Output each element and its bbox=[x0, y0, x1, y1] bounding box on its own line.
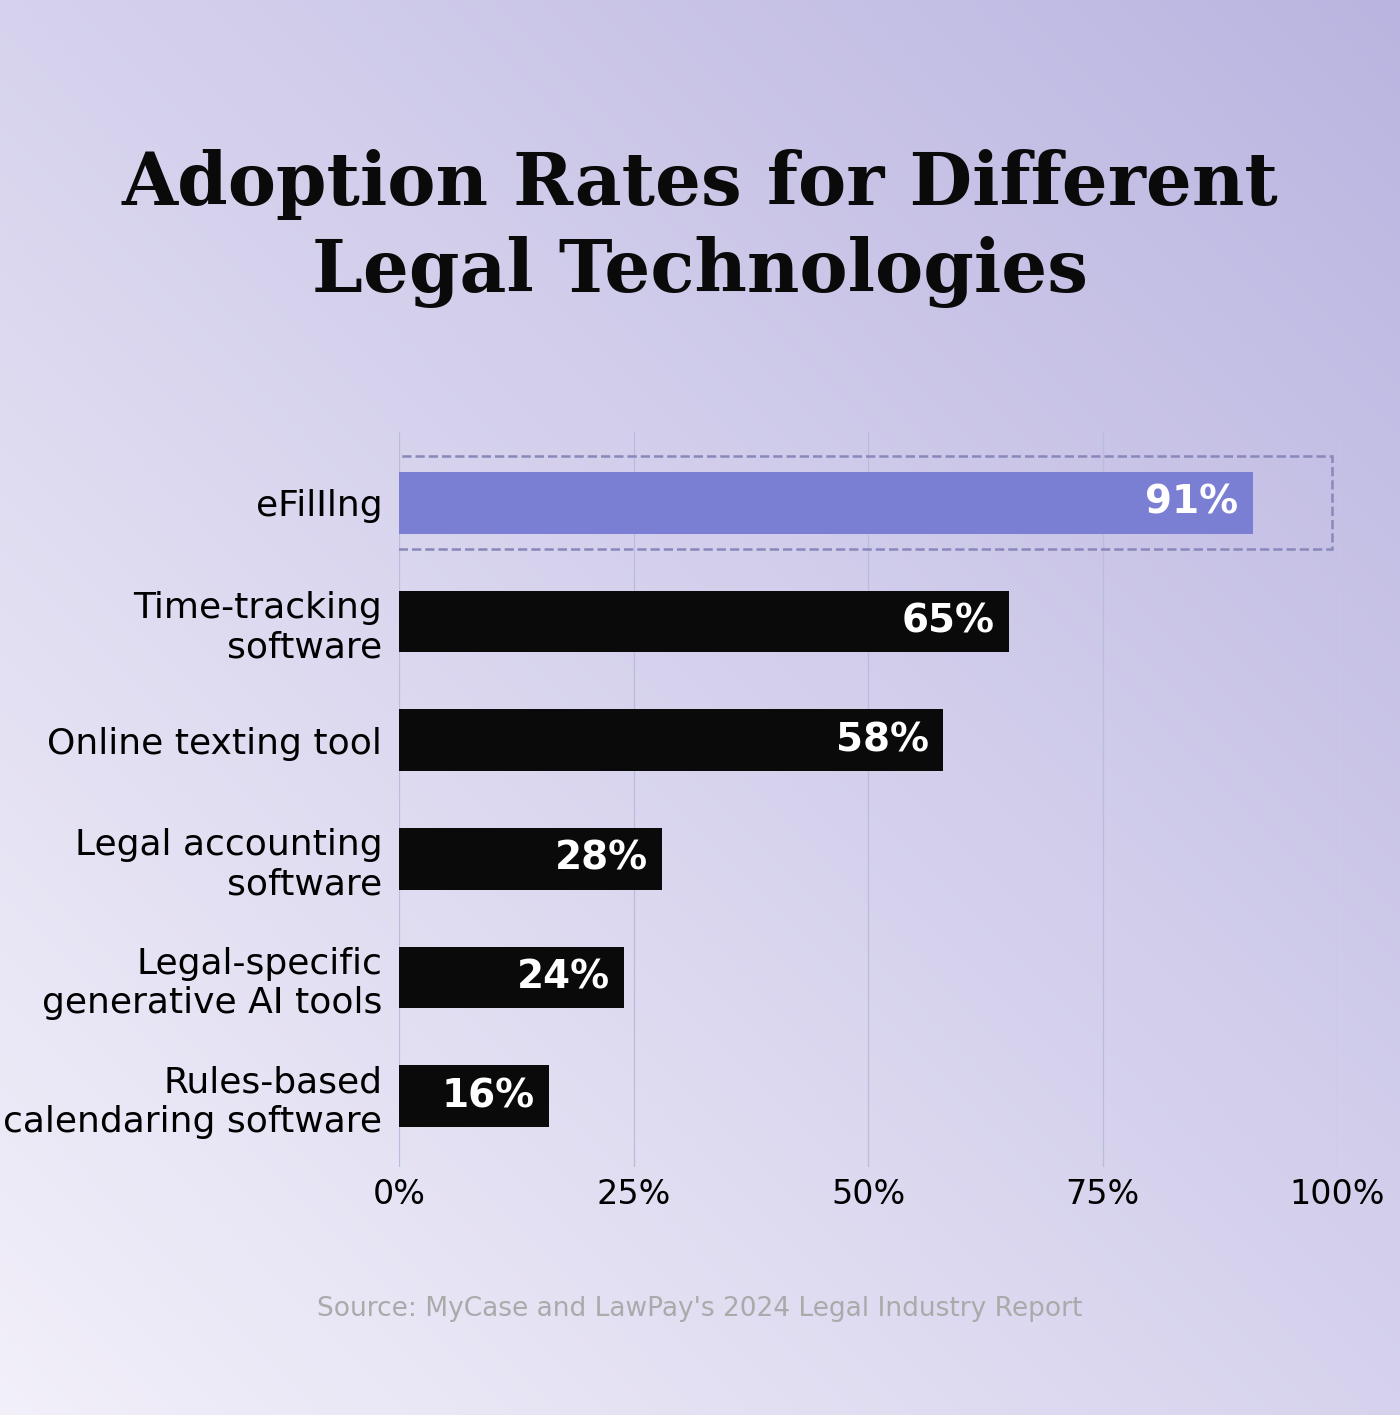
Text: 24%: 24% bbox=[517, 958, 610, 996]
Bar bbox=[399, 947, 624, 1009]
Text: 65%: 65% bbox=[902, 603, 994, 641]
Bar bbox=[399, 590, 1008, 652]
Text: 58%: 58% bbox=[836, 722, 930, 758]
Bar bbox=[399, 709, 944, 771]
Bar bbox=[399, 473, 1253, 533]
Bar bbox=[399, 1065, 549, 1126]
Text: 91%: 91% bbox=[1145, 484, 1239, 522]
Text: Adoption Rates for Different
Legal Technologies: Adoption Rates for Different Legal Techn… bbox=[122, 149, 1278, 308]
Bar bbox=[399, 828, 662, 890]
Bar bbox=[385, 457, 1333, 549]
Text: 28%: 28% bbox=[554, 841, 648, 877]
Text: 16%: 16% bbox=[442, 1077, 535, 1115]
Text: Source: MyCase and LawPay's 2024 Legal Industry Report: Source: MyCase and LawPay's 2024 Legal I… bbox=[318, 1296, 1082, 1322]
